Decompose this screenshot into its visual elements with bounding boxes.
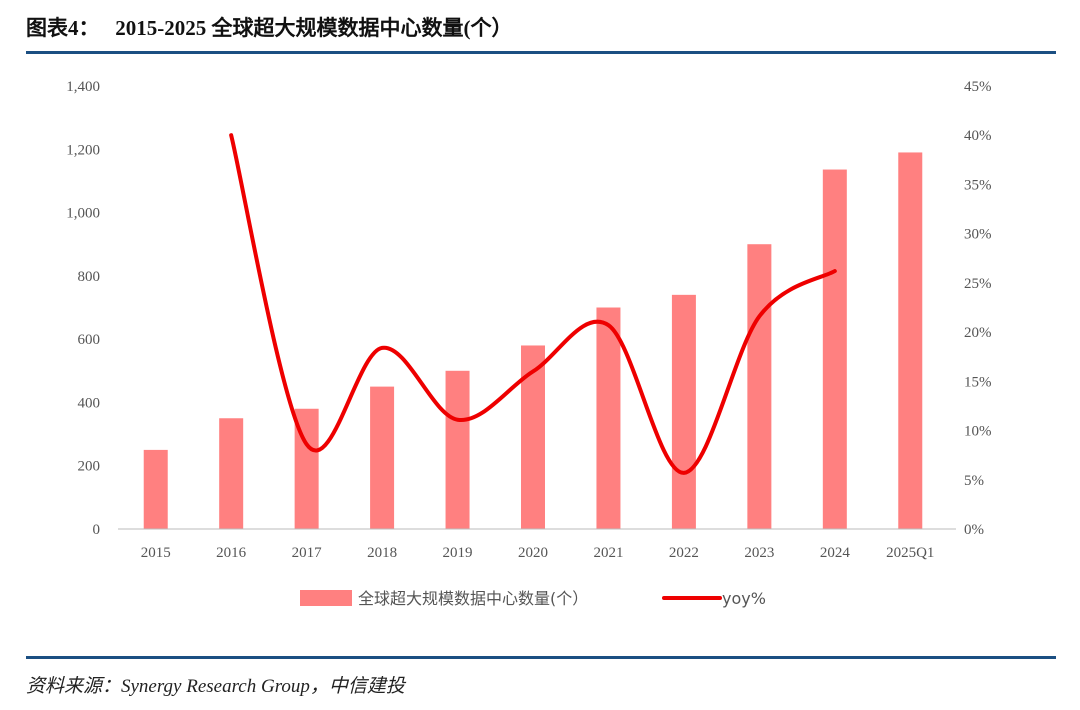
y-right-tick-label: 40% [964,128,992,144]
y-left-tick-label: 400 [78,395,101,411]
y-right-tick-label: 5% [964,473,984,489]
y-left-tick-label: 200 [78,459,101,475]
x-tick-label: 2025Q1 [886,545,934,561]
y-left-tick-label: 1,400 [66,79,100,95]
y-right-tick-label: 35% [964,177,992,193]
bar-2021 [596,307,621,529]
y-right-tick-label: 0% [964,522,984,538]
y-right-tick-label: 45% [964,79,992,95]
title-rule [26,51,1056,54]
legend: 全球超大规模数据中心数量(个） yoy% [300,589,766,608]
x-tick-label: 2024 [820,545,851,561]
y-left-tick-label: 600 [78,332,101,348]
y-left-tick-label: 1,000 [66,206,100,222]
bar-2022 [671,294,696,529]
bar-2023 [747,244,772,529]
legend-bar-swatch [300,590,352,606]
legend-bar-label: 全球超大规模数据中心数量(个） [358,589,588,608]
x-tick-label: 2020 [518,545,548,561]
x-tick-label: 2021 [593,545,623,561]
bar-2019 [445,370,470,529]
source-note: 资料来源：Synergy Research Group，中信建投 [26,676,405,697]
x-tick-label: 2018 [367,545,397,561]
bar-2016 [219,418,244,529]
bar-2024 [822,169,847,529]
bar-2018 [370,386,395,529]
x-tick-label: 2019 [443,545,473,561]
bar-2025Q1 [898,152,923,529]
footer-rule [26,656,1056,659]
x-tick-label: 2023 [744,545,774,561]
x-tick-label: 2017 [292,545,323,561]
x-tick-label: 2022 [669,545,699,561]
x-tick-label: 2015 [141,545,171,561]
y-left-tick-label: 800 [78,269,101,285]
y-left-tick-label: 0 [93,522,101,538]
y-right-tick-label: 20% [964,325,992,341]
y-right-tick-label: 10% [964,424,992,440]
legend-line-label: yoy% [722,589,766,608]
y-right-tick-label: 25% [964,276,992,292]
y-right-tick-label: 15% [964,374,992,390]
page-title: 图表4： 2015-2025 全球超大规模数据中心数量(个） [26,16,513,40]
bar-2015 [143,449,168,529]
y-right-tick-label: 30% [964,227,992,243]
x-tick-label: 2016 [216,545,247,561]
y-left-tick-label: 1,200 [66,142,100,158]
yoy-line [229,133,837,475]
